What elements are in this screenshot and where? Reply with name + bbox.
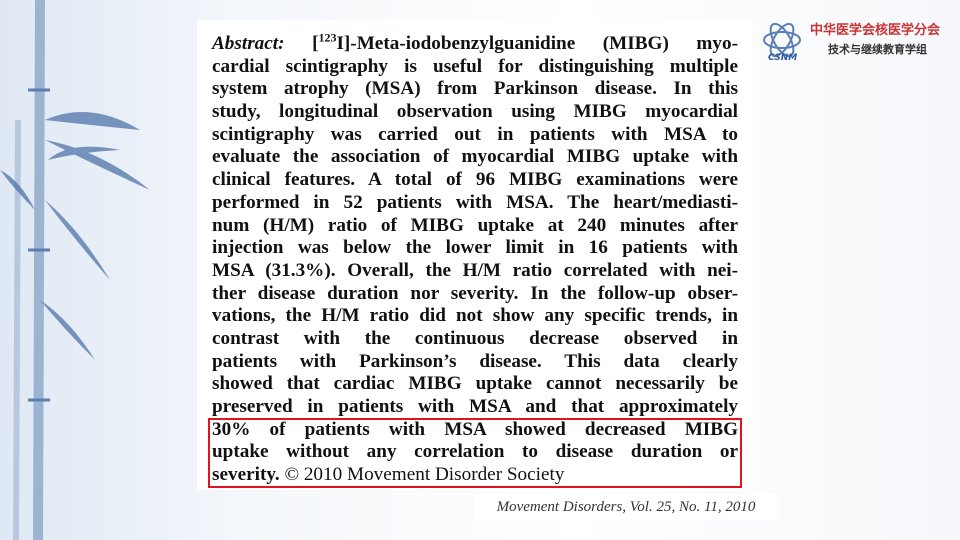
text-line: evaluate the association of myocardial M… bbox=[212, 146, 738, 168]
text-line: study, longitudinal observation using MI… bbox=[212, 101, 738, 123]
logo: CSNM 中华医学会核医学分会 技术与继续教育学组 bbox=[763, 22, 941, 63]
text-line: severity. © 2010 Movement Disorder Socie… bbox=[212, 464, 738, 487]
text: severity. bbox=[212, 464, 280, 486]
abstract-card bbox=[197, 20, 753, 490]
text-line: num (H/M) ratio of MIBG uptake at 240 mi… bbox=[212, 214, 738, 236]
text-line: vations, the H/M ratio did not show any … bbox=[212, 305, 738, 327]
text-line: injection was below the lower limit in 1… bbox=[212, 237, 738, 259]
text-line: performed in 52 patients with MSA. The h… bbox=[212, 191, 738, 213]
abstract-label: Abstract: bbox=[212, 33, 285, 54]
text-line: 30% of patients with MSA showed decrease… bbox=[212, 418, 738, 440]
highlight-box bbox=[208, 418, 742, 488]
text-line: patients with Parkinson’s disease. This … bbox=[212, 350, 738, 372]
text-line: contrast with the continuous decrease ob… bbox=[212, 327, 738, 349]
text-line: system atrophy (MSA) from Parkinson dise… bbox=[212, 78, 738, 100]
text-line: showed that cardiac MIBG uptake cannot n… bbox=[212, 373, 738, 395]
text-line: ther disease duration nor severity. In t… bbox=[212, 282, 738, 304]
isotope: 123 bbox=[318, 30, 337, 45]
text-line: preserved in patients with MSA and that … bbox=[212, 396, 738, 417]
logo-subtitle: 技术与继续教育学组 bbox=[828, 42, 927, 56]
text-line: scintigraphy was carried out in patients… bbox=[212, 123, 738, 145]
citation: Movement Disorders, Vol. 25, No. 11, 201… bbox=[474, 494, 778, 520]
text-line: clinical features. A total of 96 MIBG ex… bbox=[212, 169, 738, 191]
text: I]-Meta-iodobenzylguanidine (MIBG) myo- bbox=[336, 33, 738, 54]
logo-mark: CSNM bbox=[768, 53, 797, 63]
bracket: [ bbox=[312, 33, 319, 54]
copyright: © 2010 Movement Disorder Society bbox=[284, 464, 565, 486]
text-line: cardial scintigraphy is useful for disti… bbox=[212, 55, 738, 77]
logo-title: 中华医学会核医学分会 bbox=[810, 22, 941, 38]
text-line: MSA (31.3%). Overall, the H/M ratio corr… bbox=[212, 259, 738, 281]
text-line: Abstract: [123I]-Meta-iodobenzylguanidin… bbox=[212, 30, 738, 56]
bamboo-decoration bbox=[0, 0, 150, 540]
text-line: uptake without any correlation to diseas… bbox=[212, 441, 738, 463]
abstract-text: Abstract: [123I]-Meta-iodobenzylguanidin… bbox=[212, 30, 738, 487]
